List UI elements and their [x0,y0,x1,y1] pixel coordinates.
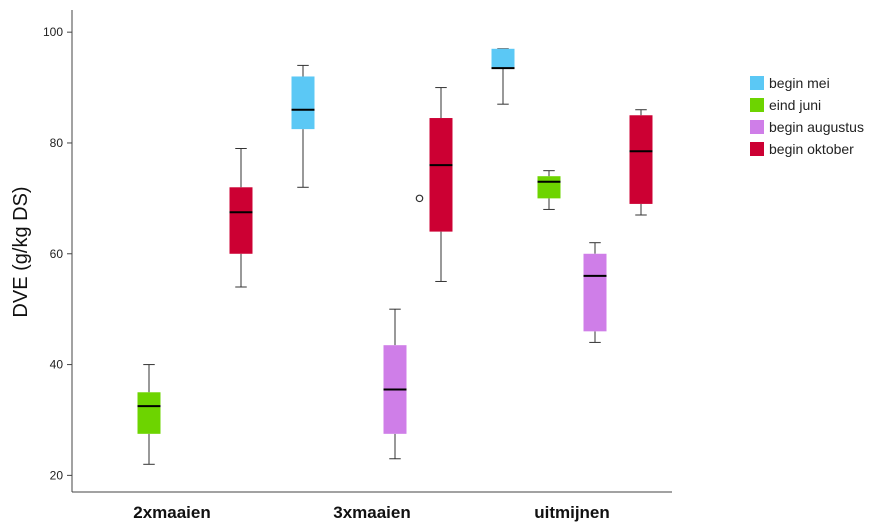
box-iqr [229,187,253,254]
box-group [629,109,653,216]
legend-swatch [750,98,764,112]
box-group [137,364,161,465]
y-tick-label: 40 [50,358,64,372]
box-group [491,48,515,105]
box-group [291,64,315,188]
box-group [383,308,407,460]
box-iqr [629,115,653,204]
outlier-point [415,194,424,203]
box-group [229,148,253,288]
axes [71,10,672,493]
x-category-label: 3xmaaien [333,503,411,522]
box-iqr [429,118,453,232]
legend-label: begin mei [769,75,830,91]
box-iqr [583,253,607,332]
legend-label: eind juni [769,97,821,113]
box-iqr [491,48,515,69]
box-group [537,170,561,210]
y-tick-label: 80 [50,136,64,150]
y-axis-title: DVE (g/kg DS) [10,186,32,317]
legend: begin mei eind juni begin augustus begin ok… [750,75,864,157]
x-category-label: 2xmaaien [133,503,211,522]
box-group [583,242,607,343]
legend-swatch [750,76,764,90]
legend-swatch [750,120,764,134]
box-iqr [291,76,315,130]
legend-label: begin oktober [769,141,854,157]
x-category-labels: 2xmaaien 3xmaaien uitmijnen [133,503,610,522]
box-iqr [137,392,161,434]
box-group [415,87,453,282]
legend-swatch [750,142,764,156]
box-iqr [537,176,561,199]
boxes [137,48,653,465]
legend-label: begin augustus [769,119,864,135]
y-tick-label: 20 [50,468,64,482]
y-ticks: 20 40 60 80 100 [43,25,72,482]
y-tick-label: 60 [50,247,64,261]
x-category-label: uitmijnen [534,503,610,522]
y-tick-label: 100 [43,25,63,39]
